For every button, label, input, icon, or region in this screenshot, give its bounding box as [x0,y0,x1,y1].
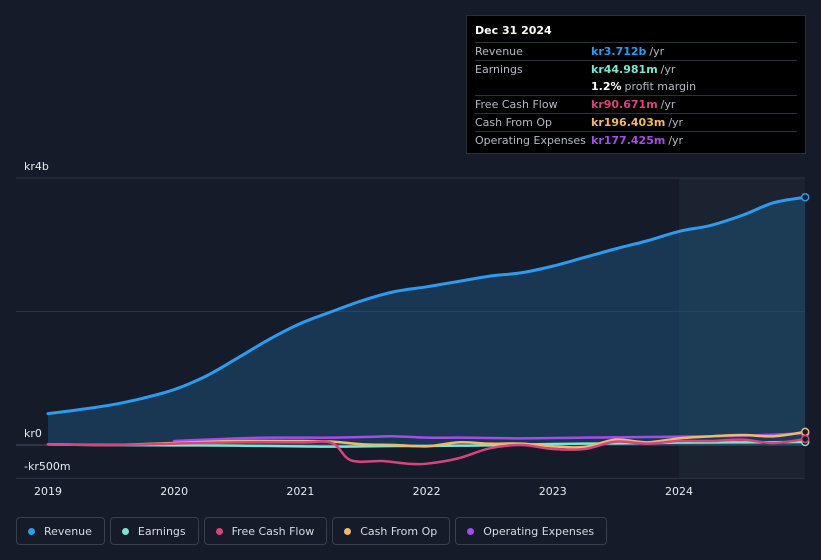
tooltip-row-free-cash-flow: Free Cash Flow kr90.671m /yr [475,95,797,113]
tooltip-unit: /yr [668,134,684,147]
y-tick-label: kr4b [24,160,49,173]
legend-label: Free Cash Flow [231,524,315,538]
tooltip-label [475,78,591,95]
legend-label: Revenue [44,524,92,538]
end-markers [800,192,810,447]
series-line-earnings [46,440,807,448]
end-marker-free-cash-flow [800,434,810,444]
tooltip-date: Dec 31 2024 [475,24,552,37]
tooltip-value: kr44.981m [591,63,658,76]
revenue-area-fill [48,197,806,445]
x-tick-label: 2021 [286,485,314,498]
x-tick-label: 2022 [413,485,441,498]
legend-dot-icon [28,527,35,535]
tooltip-row-revenue: Revenue kr3.712b /yr [475,42,797,60]
tooltip-label: Operating Expenses [475,134,586,147]
legend-label: Earnings [137,524,186,538]
legend: Revenue Earnings Free Cash Flow Cash Fro… [16,517,608,545]
x-tick-label: 2024 [665,485,693,498]
series-line-free-cash-flow [46,437,807,466]
end-marker-cash-from-op [800,427,810,437]
legend-dot-icon [121,527,129,535]
x-tick-label: 2023 [539,485,567,498]
tooltip-row-margin: 1.2% profit margin [475,78,797,95]
tooltip: Dec 31 2024 Revenue kr3.712b /yr Earning… [466,15,806,154]
tooltip-value: kr177.425m [591,134,666,147]
revenue-area [48,197,806,445]
y-axis: kr4b kr0 -kr500m [24,160,71,473]
tooltip-unit: /yr [660,98,676,111]
tooltip-value: kr3.712b [591,45,647,58]
tooltip-unit: /yr [660,63,676,76]
tooltip-label: Revenue [475,45,523,58]
tooltip-value: kr90.671m [591,98,658,111]
legend-item-earnings[interactable]: Earnings [109,517,199,545]
tooltip-label: Earnings [475,63,523,76]
legend-item-operating-expenses[interactable]: Operating Expenses [455,517,608,545]
tooltip-unit: /yr [649,45,665,58]
legend-dot-icon [215,527,223,535]
x-tick-label: 2019 [34,485,62,498]
tooltip-value: kr196.403m [591,116,666,129]
y-tick-label: -kr500m [24,460,71,473]
tooltip-label: Cash From Op [475,116,553,129]
series-line-revenue [46,195,807,416]
tooltip-label: Free Cash Flow [475,98,558,111]
y-tick-label: kr0 [24,427,42,440]
tooltip-row-earnings: Earnings kr44.981m /yr [475,60,797,78]
legend-dot-icon [344,527,352,535]
legend-item-revenue[interactable]: Revenue [16,517,105,545]
tooltip-unit: profit margin [624,80,697,93]
legend-label: Cash From Op [360,524,438,538]
series-lines [46,195,807,466]
end-marker-revenue [800,192,810,202]
series-line-cash-from-op [46,430,807,449]
tooltip-value: 1.2% [591,80,622,93]
x-axis: 2019 2020 2021 2022 2023 2024 [34,485,693,498]
x-tick-label: 2020 [160,485,188,498]
tooltip-row-operating-expenses: Operating Expenses kr177.425m /yr [475,131,797,149]
tooltip-row-cash-from-op: Cash From Op kr196.403m /yr [475,113,797,131]
tooltip-unit: /yr [668,116,684,129]
legend-item-free-cash-flow[interactable]: Free Cash Flow [203,517,328,545]
legend-item-cash-from-op[interactable]: Cash From Op [332,517,451,545]
legend-label: Operating Expenses [483,524,595,538]
legend-dot-icon [467,527,475,535]
